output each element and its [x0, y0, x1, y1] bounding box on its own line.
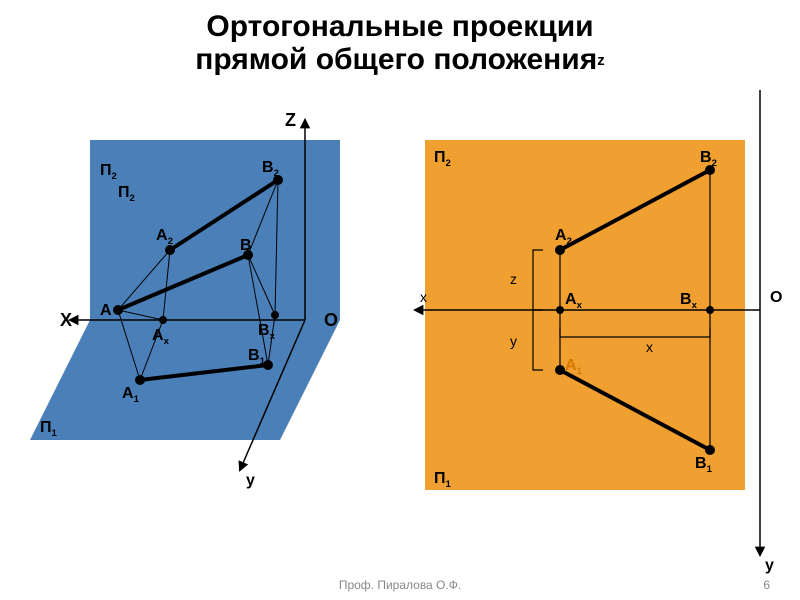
slide-footer: Проф. Пиралова О.Ф. 6 [0, 578, 800, 592]
axis-label-z-left: Z [285, 110, 296, 130]
slide-number: 6 [763, 578, 770, 592]
origin-label-right: O [770, 289, 782, 306]
plane-p1-left [30, 320, 340, 440]
dim-y: y [510, 333, 517, 349]
right-figure: x O y П2 П1 z y x [415, 90, 782, 574]
dim-z: z [510, 271, 517, 287]
left-figure: X Z y O П2 П2 П1 [30, 110, 340, 489]
svg-text:A: A [100, 302, 112, 319]
axis-label-y-left: y [246, 472, 255, 489]
plane-right [425, 140, 745, 490]
dim-x: x [646, 339, 653, 355]
axis-label-x-left: X [60, 310, 72, 330]
axis-label-y-right: y [765, 557, 774, 574]
origin-label-left: O [324, 310, 338, 330]
svg-text:B: B [240, 237, 252, 254]
axis-label-x-right: x [420, 289, 427, 305]
diagram-svg: X Z y O П2 П2 П1 [0, 0, 800, 600]
plane-p2-left [90, 140, 340, 320]
